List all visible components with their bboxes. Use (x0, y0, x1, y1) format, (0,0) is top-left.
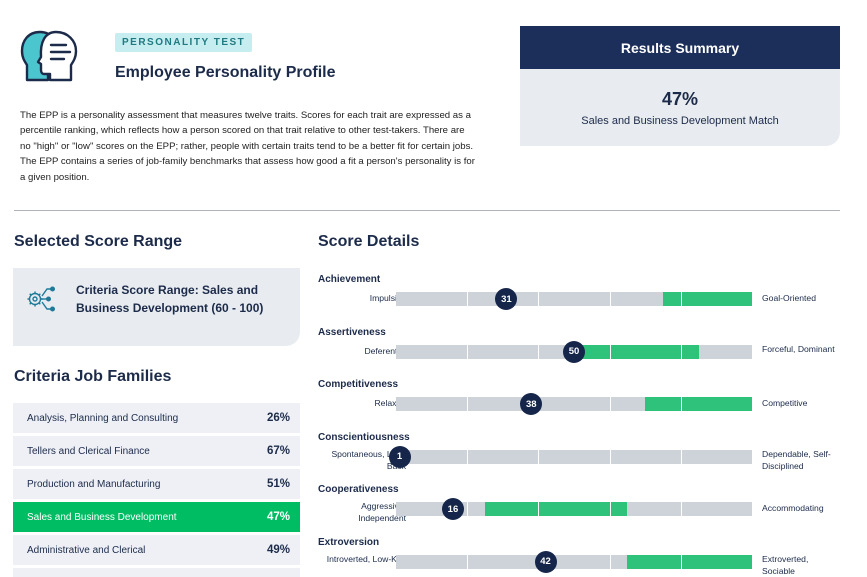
job-family-percent: 67% (266, 445, 290, 457)
trait-low-label: Introverted, Low-Key (326, 553, 406, 564)
job-family-row-selected[interactable]: Sales and Business Development 47% (13, 502, 300, 532)
trait-criteria-range (663, 292, 752, 306)
bar-tick (538, 502, 540, 517)
job-family-label: Sales and Business Development (27, 511, 177, 523)
bar-tick (680, 449, 682, 464)
job-family-percent: 51% (266, 478, 290, 490)
job-family-percent: 26% (266, 412, 290, 424)
job-family-label: Tellers and Clerical Finance (27, 445, 150, 457)
bar-tick (609, 502, 611, 517)
job-family-row[interactable]: Production and Manufacturing 51% (13, 469, 300, 499)
trait-name: Conscientiousness (318, 431, 410, 443)
bar-tick (467, 554, 469, 569)
bar-tick (609, 397, 611, 412)
trait-criteria-range (645, 397, 752, 412)
trait-score-bar (396, 397, 752, 412)
trait-name: Achievement (318, 274, 381, 285)
trait-score-marker: 50 (563, 340, 585, 363)
match-label: Sales and Business Development Match (581, 115, 779, 127)
job-family-row[interactable]: Analysis, Planning and Consulting 26% (13, 403, 300, 433)
trait-low-label: Aggressive, Independent (358, 501, 406, 524)
page-title: Employee Personality Profile (115, 64, 336, 81)
trait-criteria-range (574, 344, 699, 359)
bar-tick (609, 292, 611, 306)
bar-tick (467, 449, 469, 464)
trait-high-label: Forceful, Dominant (762, 343, 835, 354)
results-summary-title: Results Summary (520, 26, 840, 69)
score-details-heading: Score Details (318, 233, 420, 250)
trait-row: Competitiveness Relaxed Competitive 38 (318, 377, 848, 430)
criteria-score-range-text: Criteria Score Range: Sales and Business… (76, 283, 264, 315)
trait-row: Cooperativeness Aggressive, Independent Ac… (318, 482, 848, 535)
trait-row: Assertiveness Deferential Forceful, Domina… (318, 325, 848, 378)
job-family-percent: 47% (266, 511, 290, 523)
trait-low-label: Relaxed (374, 398, 406, 409)
bar-tick (467, 344, 469, 359)
trait-criteria-range (485, 502, 628, 517)
trait-row: Achievement Impulsive Goal-Oriented 31 (318, 272, 848, 325)
bar-tick (609, 449, 611, 464)
criteria-score-range-card: Criteria Score Range: Sales and Business… (13, 268, 300, 346)
trait-score-marker: 31 (495, 288, 518, 310)
selected-score-range-heading: Selected Score Range (14, 233, 183, 250)
section-divider (14, 210, 840, 211)
personality-test-badge: PERSONALITY TEST (115, 33, 253, 52)
assessment-description: The EPP is a personality assessment that… (20, 110, 475, 183)
bar-tick (609, 344, 611, 359)
trait-low-label: Deferential (364, 345, 406, 356)
bar-tick (609, 554, 611, 569)
bar-tick (538, 292, 540, 306)
bar-tick (680, 292, 682, 306)
job-family-label: Production and Manufacturing (27, 478, 161, 490)
trait-name: Extroversion (318, 536, 380, 548)
trait-high-label: Dependable, Self-Disciplined (762, 448, 831, 471)
trait-low-label: Impulsive (369, 293, 406, 303)
trait-row: Extroversion Introverted, Low-Key Extrover… (318, 535, 848, 577)
trait-score-marker: 38 (520, 393, 543, 416)
job-family-row-partial[interactable] (13, 568, 300, 577)
bar-tick (680, 344, 682, 359)
score-details-list: Achievement Impulsive Goal-Oriented 31 Asser… (318, 272, 848, 577)
job-family-list: Analysis, Planning and Consulting 26% Te… (13, 403, 300, 577)
job-family-label: Analysis, Planning and Consulting (27, 412, 179, 424)
trait-name: Cooperativeness (318, 484, 399, 496)
trait-score-bar (396, 449, 752, 464)
job-family-label: Administrative and Clerical (27, 544, 146, 556)
trait-name: Assertiveness (318, 326, 386, 338)
trait-high-label: Accommodating (762, 503, 824, 514)
trait-score-bar (396, 292, 752, 306)
trait-score-bar (396, 554, 752, 569)
results-summary-card: Results Summary 47% Sales and Business D… (520, 26, 840, 146)
bar-tick (680, 502, 682, 517)
match-percent: 47% (661, 89, 699, 109)
trait-criteria-range (627, 554, 752, 569)
job-family-percent: 49% (266, 544, 290, 556)
trait-high-label: Competitive (762, 398, 808, 409)
job-family-row[interactable]: Administrative and Clerical 49% (13, 535, 300, 565)
trait-score-marker: 42 (534, 550, 557, 573)
trait-high-label: Goal-Oriented (762, 293, 816, 303)
bar-tick (680, 554, 682, 569)
bar-tick (538, 449, 540, 464)
trait-score-bar (396, 502, 752, 517)
trait-high-label: Extroverted, Sociable (762, 553, 809, 576)
bar-tick (680, 397, 682, 412)
job-family-row[interactable]: Tellers and Clerical Finance 67% (13, 436, 300, 466)
bar-tick (467, 292, 469, 306)
bar-tick (538, 344, 540, 359)
criteria-job-families-heading: Criteria Job Families (14, 368, 172, 385)
trait-score-marker: 1 (388, 445, 411, 468)
trait-score-marker: 16 (441, 498, 464, 521)
header: PERSONALITY TEST Employee Personality Pr… (0, 0, 867, 200)
bar-tick (467, 502, 469, 517)
gear-network-icon (27, 286, 56, 312)
trait-name: Competitiveness (318, 379, 399, 391)
bar-tick (467, 397, 469, 412)
two-heads-profile-icon (20, 30, 78, 82)
